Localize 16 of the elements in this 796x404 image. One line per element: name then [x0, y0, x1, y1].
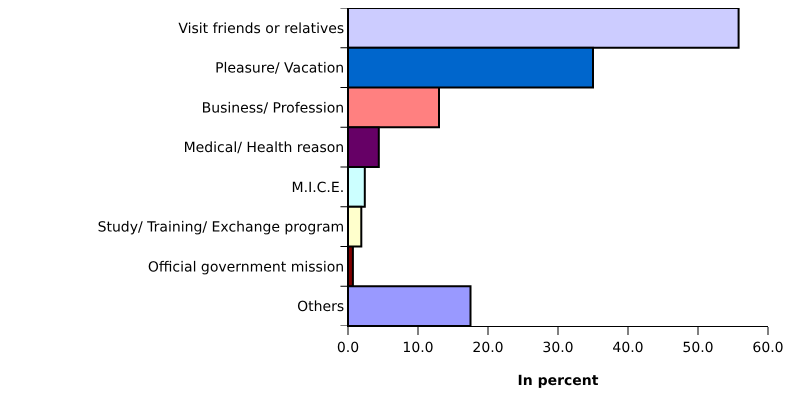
x-tick-label: 40.0 — [612, 340, 644, 356]
y-tick-label: Others — [297, 299, 344, 316]
y-tick-label: Pleasure/ Vacation — [215, 60, 344, 77]
y-tick-label: Visit friends or relatives — [178, 20, 344, 37]
y-tick-label: Business/ Profession — [202, 100, 344, 116]
x-tick-label: 50.0 — [682, 340, 714, 356]
x-axis-title: In percent — [518, 373, 599, 390]
y-tick-label: M.I.C.E. — [292, 180, 344, 196]
x-tick-label: 30.0 — [542, 340, 574, 356]
y-tick-label: Study/ Training/ Exchange program — [98, 220, 344, 236]
x-tick-label: 10.0 — [402, 340, 434, 356]
x-tick-label: 60.0 — [752, 340, 784, 356]
x-tick-label: 20.0 — [472, 340, 504, 356]
y-tick-label: Medical/ Health reason — [184, 140, 344, 156]
y-tick-label: Official government mission — [148, 259, 344, 276]
x-tick-label: 0.0 — [336, 340, 360, 356]
